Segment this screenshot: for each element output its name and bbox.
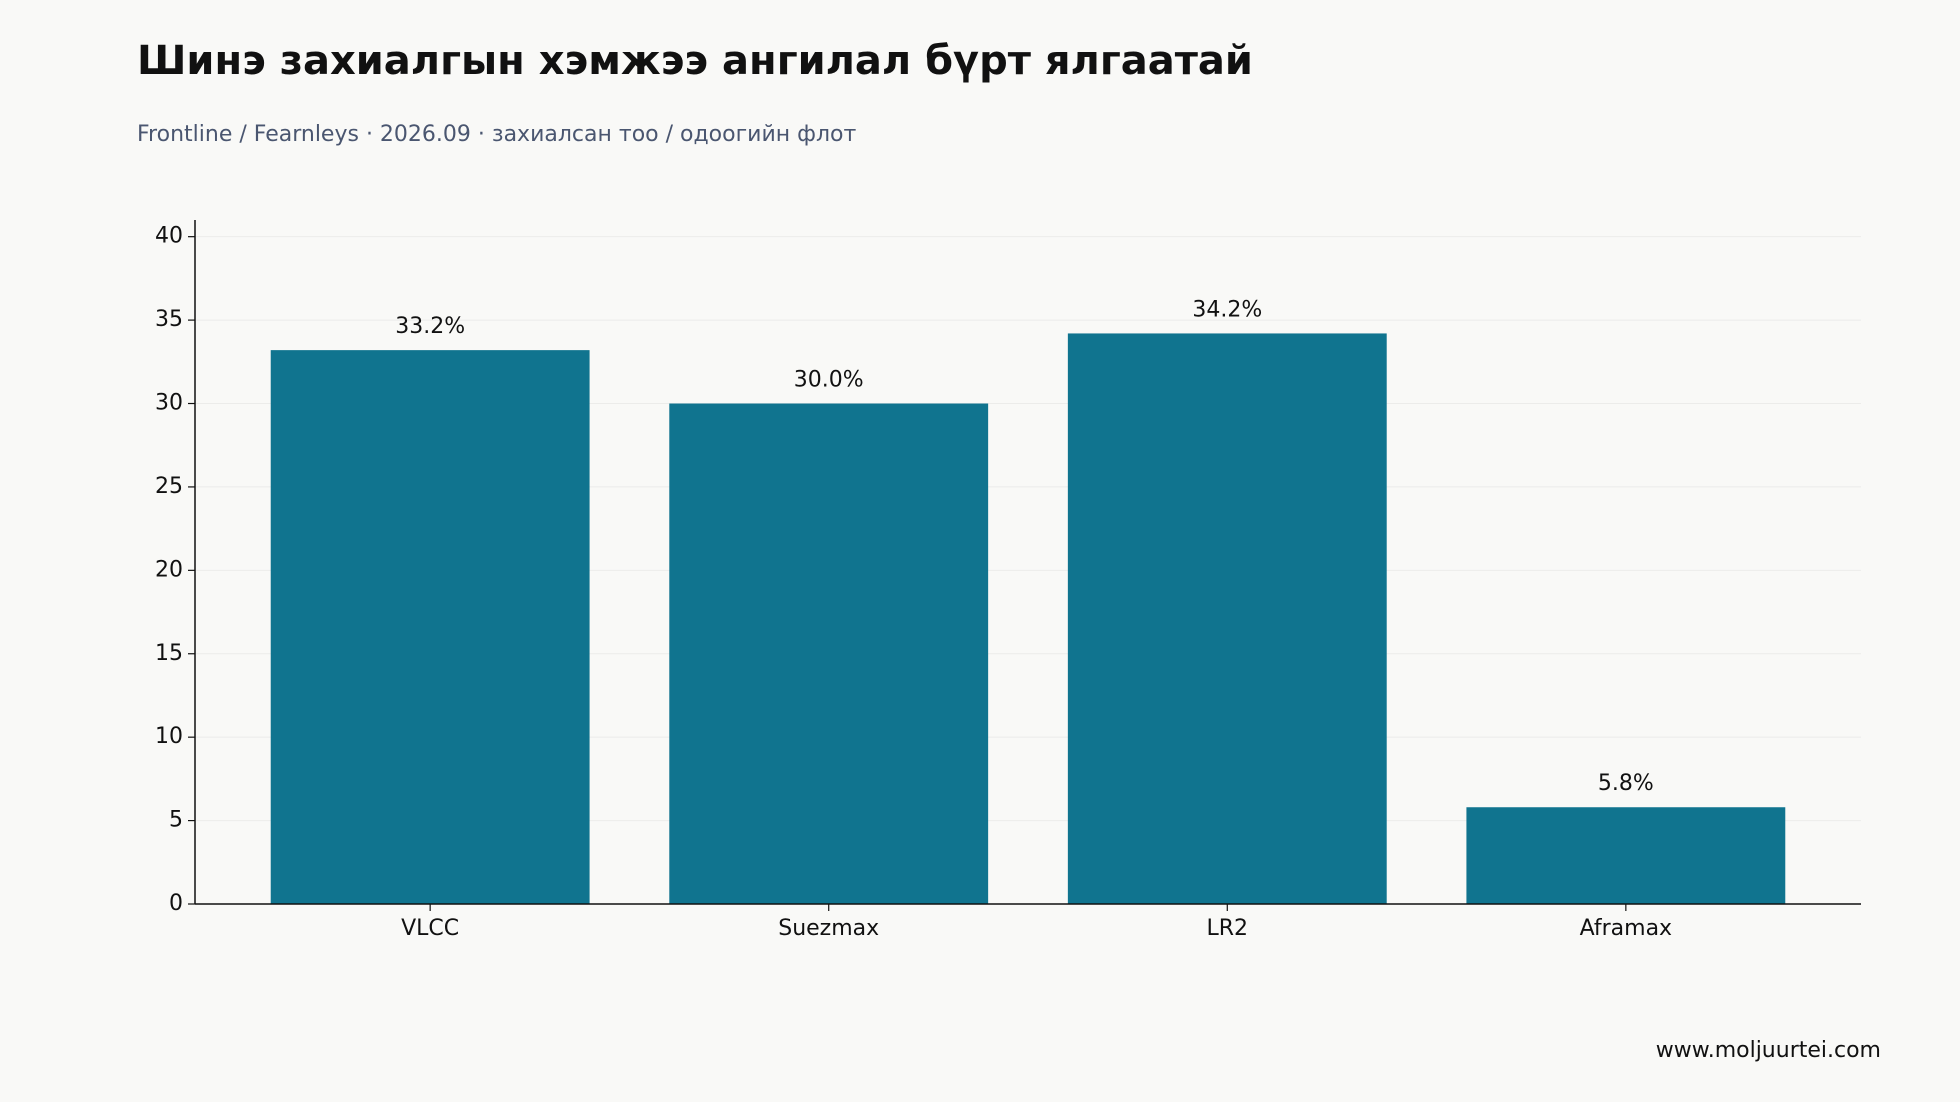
y-tick-label: 35 (155, 307, 183, 332)
y-tick-label: 25 (155, 474, 183, 499)
chart-subtitle: Frontline / Fearnleys · 2026.09 · захиал… (137, 122, 856, 147)
y-tick-label: 40 (155, 224, 183, 249)
x-tick-label: Aframax (1580, 916, 1672, 941)
y-tick-label: 20 (155, 557, 183, 582)
bar (1466, 807, 1786, 904)
x-tick-label: LR2 (1207, 916, 1249, 941)
value-label: 33.2% (395, 314, 465, 339)
y-tick-label: 10 (155, 724, 183, 749)
bar (1067, 333, 1387, 904)
y-tick-label: 15 (155, 641, 183, 666)
bar (669, 403, 989, 904)
value-label: 34.2% (1192, 297, 1262, 322)
bar (270, 350, 590, 904)
y-tick-label: 30 (155, 391, 183, 416)
chart-title: Шинэ захиалгын хэмжээ ангилал бүрт ялгаа… (137, 38, 1253, 84)
value-label: 30.0% (794, 368, 864, 393)
y-tick-label: 0 (169, 891, 183, 916)
y-tick-label: 5 (169, 808, 183, 833)
source: www.moljuurtei.com (1656, 1038, 1881, 1063)
value-label: 5.8% (1598, 771, 1654, 796)
x-tick-label: VLCC (401, 916, 459, 941)
x-tick-label: Suezmax (778, 916, 879, 941)
